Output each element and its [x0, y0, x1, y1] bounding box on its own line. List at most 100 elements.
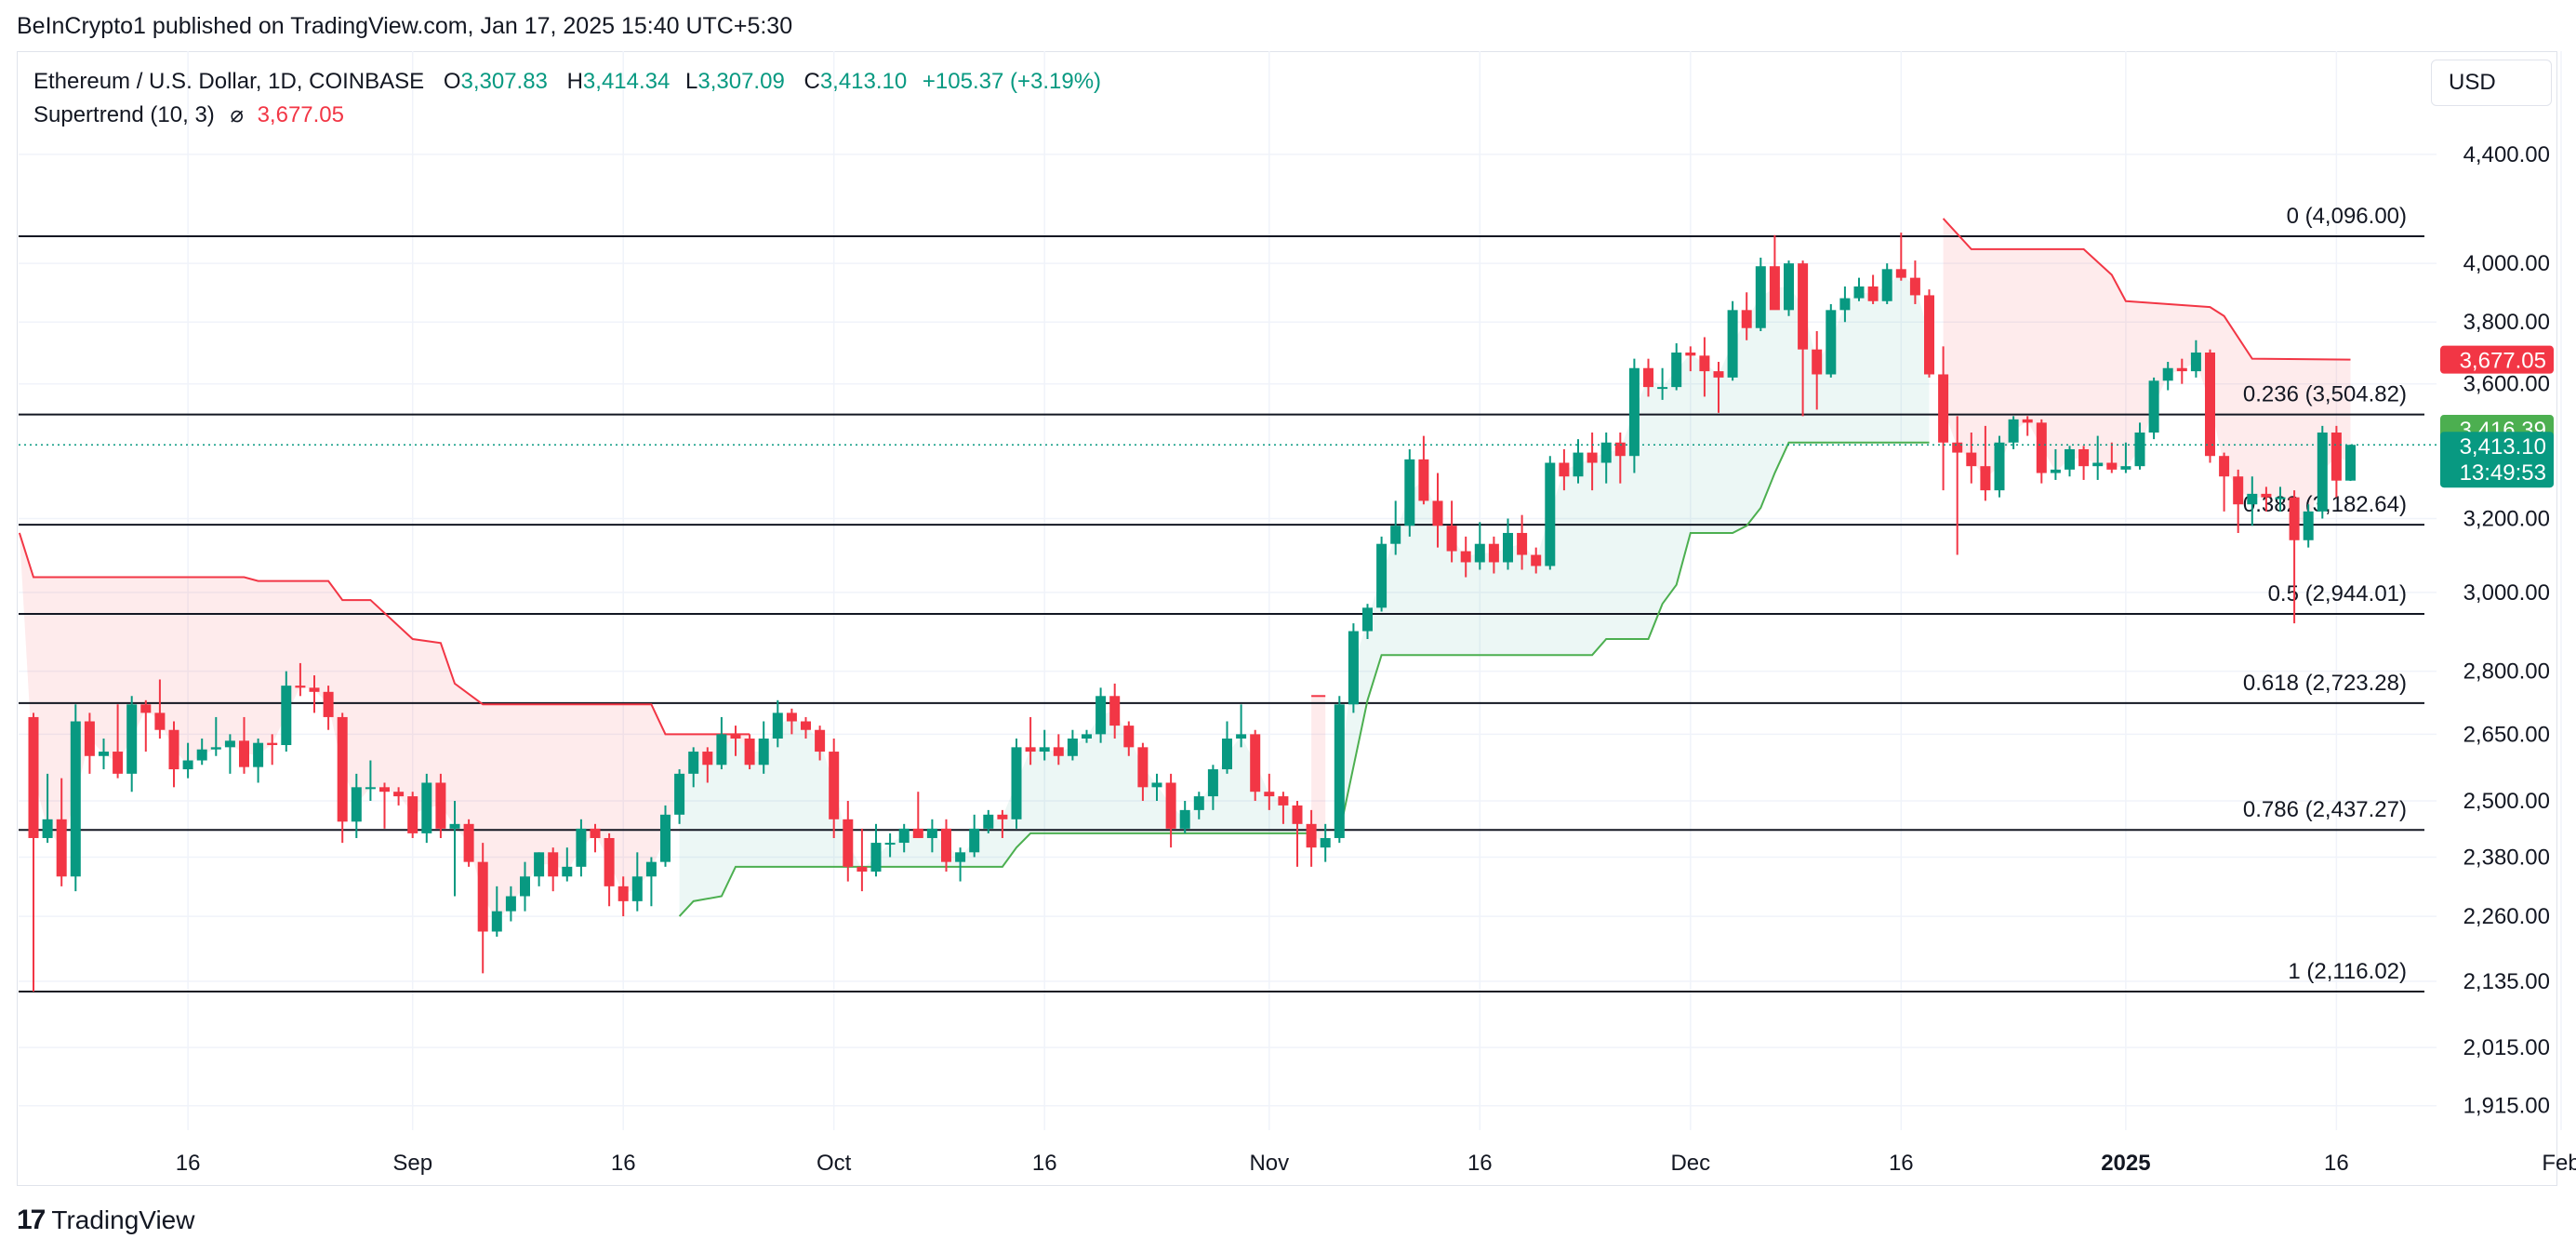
close-label: C [803, 69, 820, 94]
candle-body [351, 787, 362, 822]
indicator-name[interactable]: Supertrend (10, 3) [33, 102, 215, 127]
candle-body [2330, 433, 2342, 481]
candle-body [42, 819, 53, 838]
candle-body [1095, 696, 1107, 735]
candle-body [99, 752, 109, 756]
price-axis-label: 2,380.00 [2463, 845, 2550, 870]
publish-info: BeInCrypto1 published on TradingView.com… [17, 13, 793, 39]
candle-body [2022, 419, 2033, 423]
candle-body [941, 828, 951, 862]
high-value: 3,414.34 [582, 69, 671, 94]
candle-body [688, 752, 699, 774]
candle-body [604, 837, 615, 886]
candle-body [1909, 277, 1920, 296]
candle-body [2233, 476, 2244, 505]
high-label: H [566, 69, 583, 94]
time-axis-label: 16 [1467, 1151, 1493, 1176]
time-axis-label: 2025 [2101, 1151, 2150, 1176]
symbol-title[interactable]: Ethereum / U.S. Dollar, 1D, COINBASE [33, 69, 425, 94]
hide-eye-icon[interactable]: ⌀ [230, 102, 244, 127]
time-axis-label: Feb [2542, 1151, 2576, 1176]
candle-body [1671, 353, 1682, 388]
candle-body [407, 796, 418, 833]
low-label: L [685, 69, 698, 94]
time-axis-label: Dec [1670, 1151, 1710, 1176]
candle-body [2162, 367, 2173, 381]
candle-body [926, 828, 937, 838]
candle-body [1657, 387, 1668, 390]
candle-body [1600, 442, 1612, 463]
candle-body [140, 704, 152, 713]
candle-body [2148, 380, 2159, 433]
candle-body [1193, 796, 1204, 810]
candle-body [1812, 349, 1823, 375]
candle-body [1713, 371, 1724, 378]
open-value: 3,307.83 [460, 69, 548, 94]
last-price-tag-text: 3,413.10 [2460, 434, 2546, 460]
price-axis-label: 3,000.00 [2463, 580, 2550, 606]
chart-frame [17, 51, 2557, 1186]
price-axis-label: 2,260.00 [2463, 904, 2550, 929]
candle-body [267, 742, 278, 746]
price-axis-label: 2,500.00 [2463, 789, 2550, 814]
fib-level-label: 0.236 (3,504.82) [2243, 382, 2407, 407]
candle-body [983, 814, 994, 829]
candle-body [113, 752, 124, 774]
candle-body [1924, 295, 1934, 375]
candle-body [1306, 823, 1317, 848]
candle-body [1039, 747, 1050, 753]
indicator-row[interactable]: Supertrend (10, 3) ⌀ 3,677.05 [33, 99, 1101, 132]
candle-body [576, 828, 587, 867]
candle-body [1881, 269, 1892, 301]
time-axis: 16 Sep 16 Oct 16 Nov 16 Dec 16 2025 16 Feb [176, 1151, 2576, 1176]
candle-body [1699, 355, 1710, 372]
candle-body [253, 742, 264, 767]
candle-body [2247, 493, 2258, 505]
supertrend-up-line [678, 832, 1312, 917]
candle-body [1741, 310, 1752, 328]
fib-level-label: 1 (2,116.02) [2288, 959, 2407, 984]
candle-body [730, 734, 741, 739]
tradingview-logo-icon: 17 [17, 1205, 46, 1235]
candle-body [548, 852, 559, 877]
supertrend-tag-bg [2440, 345, 2554, 374]
candle-body [1250, 734, 1261, 792]
candle-body [210, 747, 221, 750]
candle-body [463, 823, 474, 862]
fib-level-label: 0.786 (2,437.27) [2243, 797, 2407, 822]
candle-body [1025, 747, 1036, 753]
candle-body [969, 828, 980, 853]
candle-body [1053, 747, 1064, 756]
candle-body [590, 828, 601, 838]
time-axis-label: 16 [2324, 1151, 2349, 1176]
candle-body [1685, 353, 1696, 356]
candle-body [1390, 526, 1401, 544]
supertrend-fill-area [1311, 696, 1326, 844]
time-axis-label: Nov [1249, 1151, 1289, 1176]
candle-body [337, 716, 348, 822]
candle-body [1109, 696, 1121, 726]
candle-body [1334, 704, 1345, 838]
time-axis-label: 16 [611, 1151, 636, 1176]
candle-body [1137, 747, 1149, 788]
ohlc-row: Ethereum / U.S. Dollar, 1D, COINBASE O3,… [33, 65, 1101, 99]
tradingview-footer[interactable]: 17 TradingView [17, 1205, 194, 1236]
currency-button[interactable]: USD [2431, 60, 2552, 106]
candle-body [2134, 433, 2145, 467]
candle-body [645, 861, 657, 877]
candle-body [379, 787, 390, 792]
price-axis-label: 2,800.00 [2463, 659, 2550, 685]
candle-body [660, 814, 671, 862]
candles [28, 233, 2356, 992]
candle-body [955, 852, 966, 862]
candle-body [534, 852, 545, 877]
candle-body [126, 704, 138, 774]
candle-body [1643, 367, 1653, 388]
candle-body [309, 687, 320, 692]
supertrend-fill-area [19, 532, 750, 922]
candle-body [2261, 493, 2272, 498]
candle-body [477, 861, 488, 932]
candle-body [2345, 445, 2356, 481]
candle-body [1236, 734, 1247, 739]
